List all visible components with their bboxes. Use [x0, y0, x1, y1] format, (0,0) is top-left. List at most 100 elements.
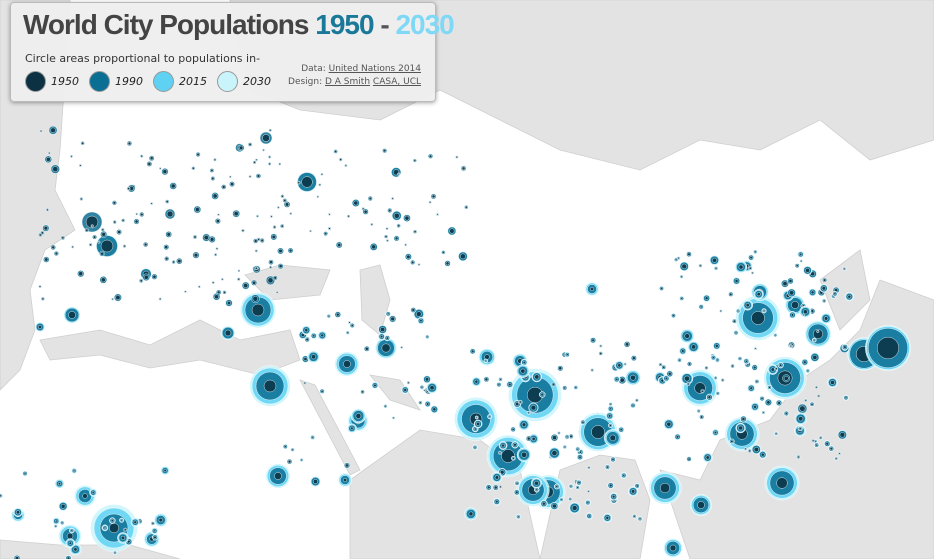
persian-gulf	[369, 374, 421, 411]
city-circle	[210, 169, 214, 172]
city-circle	[749, 256, 753, 260]
city-circle	[346, 331, 349, 334]
city-circle	[680, 297, 683, 300]
city-circle	[303, 357, 308, 361]
legend-swatch	[89, 71, 110, 92]
city-circle	[823, 278, 827, 282]
city-circle	[512, 457, 515, 460]
city-circle	[591, 425, 605, 439]
city-circle	[687, 457, 691, 461]
city-circle	[392, 416, 395, 419]
city-circle	[237, 269, 240, 272]
city-circle	[476, 421, 481, 426]
city-circle	[599, 352, 603, 355]
city-circle	[140, 155, 143, 158]
city-circle	[387, 312, 390, 315]
city-circle	[542, 501, 546, 506]
city-circle	[676, 435, 680, 439]
data-link[interactable]: United Nations 2014	[328, 64, 421, 74]
city-circle	[276, 291, 279, 294]
city-circle	[813, 329, 824, 340]
city-circle	[484, 377, 489, 382]
city-circle	[380, 327, 386, 332]
city-circle	[46, 208, 49, 211]
city-circle	[630, 374, 636, 381]
city-circle	[534, 480, 539, 486]
city-circle	[779, 363, 783, 367]
city-circle	[632, 356, 636, 360]
city-circle	[760, 397, 764, 400]
city-circle	[552, 435, 557, 440]
city-circle	[237, 278, 240, 281]
city-circle	[587, 490, 590, 493]
city-circle	[73, 469, 76, 472]
city-circle	[822, 299, 826, 303]
data-label: Data:	[301, 64, 326, 74]
city-circle	[664, 376, 668, 380]
city-circle	[153, 535, 157, 539]
city-circle	[714, 431, 717, 434]
city-circle	[517, 515, 520, 518]
city-circle	[166, 210, 174, 218]
city-circle	[164, 245, 169, 249]
city-circle	[381, 343, 391, 353]
city-circle	[495, 500, 499, 504]
city-circle	[193, 253, 199, 258]
city-circle	[388, 209, 392, 212]
city-circle	[404, 243, 407, 246]
city-circle	[403, 388, 407, 392]
city-circle	[198, 285, 201, 288]
city-circle	[714, 267, 718, 270]
city-circle	[737, 309, 740, 313]
city-circle	[54, 251, 58, 256]
city-circle	[103, 526, 106, 529]
city-circle	[269, 129, 272, 132]
city-circle	[617, 363, 622, 368]
city-circle	[152, 274, 157, 279]
city-circle	[766, 400, 771, 405]
city-circle	[280, 224, 284, 228]
org-link[interactable]: CASA, UCL	[372, 77, 421, 87]
city-circle	[172, 260, 175, 264]
city-circle	[43, 226, 48, 231]
city-circle	[800, 260, 803, 262]
city-circle	[269, 260, 273, 264]
city-circle	[783, 375, 789, 381]
city-circle	[471, 349, 475, 353]
city-circle	[790, 313, 795, 317]
city-circle	[591, 369, 594, 372]
city-circle	[271, 234, 276, 239]
city-circle	[672, 314, 675, 317]
legend-swatch	[25, 71, 46, 92]
city-circle	[112, 201, 116, 205]
city-circle	[675, 258, 678, 261]
city-circle	[221, 278, 224, 281]
city-circle	[449, 228, 455, 234]
city-circle	[41, 231, 44, 235]
city-circle	[574, 386, 577, 389]
city-circle	[311, 436, 314, 439]
city-circle	[368, 197, 372, 201]
city-circle	[394, 236, 399, 241]
city-circle	[515, 490, 519, 494]
city-circle	[270, 215, 273, 218]
city-circle	[660, 483, 671, 494]
city-circle	[552, 503, 557, 509]
city-circle	[768, 386, 771, 389]
city-circle	[429, 201, 432, 204]
city-circle	[380, 335, 384, 339]
designer-link[interactable]: D A Smith	[325, 77, 371, 87]
city-circle	[123, 528, 127, 532]
legend-label: 2015	[179, 75, 207, 88]
city-circle	[400, 346, 403, 349]
city-circle	[705, 455, 710, 460]
city-circle	[263, 379, 277, 393]
city-circle	[46, 157, 51, 162]
city-circle	[273, 276, 277, 280]
city-circle	[328, 213, 331, 216]
city-circle	[243, 283, 249, 289]
city-circle	[810, 271, 815, 277]
city-circle	[278, 163, 281, 166]
city-circle	[38, 285, 42, 288]
city-circle	[411, 260, 415, 264]
